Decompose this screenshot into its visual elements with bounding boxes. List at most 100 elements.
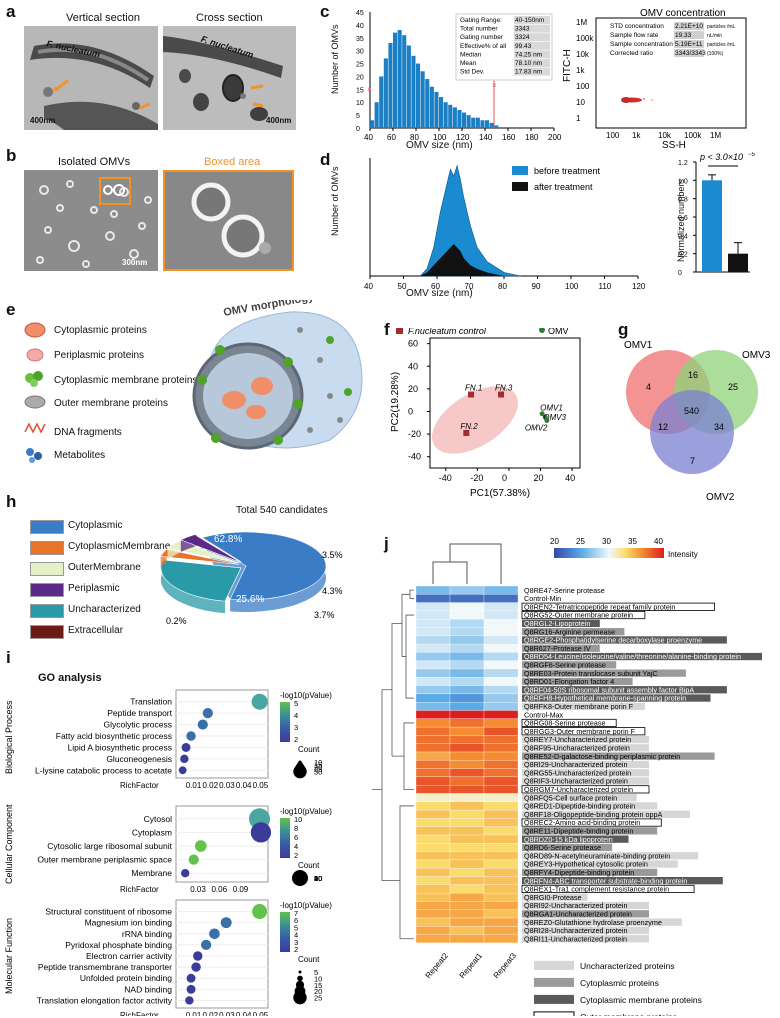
- go-legend-val: 2: [294, 945, 298, 954]
- go-term: Glycolytic process: [104, 720, 173, 730]
- heatmap-cell: [415, 685, 451, 695]
- pca-ytick: -40: [408, 452, 421, 462]
- hist-c-bar: [443, 102, 448, 128]
- pca-ylabel: PC2(19.28%): [390, 372, 401, 432]
- e-legend-0: Cytoplasmic proteins: [54, 325, 147, 336]
- hist-c-ytick: 40: [356, 23, 364, 30]
- pie-slice: [194, 533, 242, 563]
- heatmap-cell: [415, 743, 451, 753]
- bar-ytick: 0.2: [678, 252, 688, 259]
- heatmap-cell: [483, 892, 519, 902]
- heatmap-cell: [449, 610, 485, 620]
- heatmap-cell: [449, 743, 485, 753]
- go-term: Translation: [130, 697, 172, 707]
- heatmap-cell: [483, 760, 519, 769]
- pca-point-omv: [539, 411, 545, 417]
- fitc-ytick: 1: [576, 114, 581, 123]
- go-dot: [202, 708, 213, 719]
- area-after-treatment: [420, 243, 521, 276]
- hist-c-bar: [406, 45, 411, 129]
- stat-value: 3343: [515, 26, 530, 33]
- pie-legend-label: OuterMembrane: [68, 562, 141, 573]
- heatmap-row-label: Q8RF18-Oligopeptide-binding protein oppA: [524, 810, 662, 819]
- tem-vertical-image: [24, 26, 158, 130]
- go-richfactor-label: RichFactor: [120, 781, 159, 790]
- heatmap-row-label: Q8REC2-Amino acid-binding protein: [524, 818, 640, 827]
- go-count-val: 25: [314, 994, 322, 1003]
- venn-diagram: OMV1 OMV3 OMV2 4 16 25 540 12 34 7: [624, 340, 771, 503]
- conc-key: Corrected ratio: [610, 50, 653, 57]
- go-xtick: 0.01: [186, 1011, 202, 1016]
- heatmap-cell: [415, 768, 451, 778]
- scale-bar-a2: 400nm: [266, 116, 292, 125]
- conc-value: 5.19E+11: [675, 41, 703, 48]
- pie-label-cytomembrane: 3.5%: [322, 550, 343, 560]
- panel-h-label: h: [6, 492, 17, 511]
- heatmap-cell: [483, 884, 519, 894]
- fitc-ytick: 10k: [576, 50, 590, 59]
- heatmap-cell: [449, 685, 485, 695]
- pie-chart: 62.8% 25.6% 3.5% 4.3% 3.7% 0.2%: [160, 531, 343, 626]
- stat-value: 3324: [515, 34, 530, 41]
- hist-c-bar: [457, 109, 462, 128]
- heatmap-row-label: Q8RI92-Uncharacterized protein: [524, 901, 627, 910]
- hist-c-ylabel: Number of OMVs: [330, 24, 340, 94]
- legend-control-text: F.nucleatum control: [408, 328, 487, 336]
- hist-c-ytick: 0: [356, 126, 360, 133]
- legend-control-marker: [396, 328, 403, 334]
- go-count-val: 10: [314, 758, 322, 767]
- go-count-val: 60: [314, 874, 322, 883]
- heatmap-cell: [483, 909, 519, 919]
- heatmap-row-label: Q8RG52-Outer membrane protein: [524, 611, 633, 620]
- stat-key: Effective% of all: [460, 43, 507, 50]
- heatmap-col-label: Repeat2: [424, 951, 451, 980]
- heatmap-row-label: Q8RGI0-Protease: [524, 893, 582, 902]
- stat-key: Gating number: [460, 34, 504, 41]
- heatmap-row-label: Q8RI29-Uncharacterized protein: [524, 760, 627, 769]
- stat-value: 40-150nm: [515, 17, 544, 24]
- go-dot: [188, 854, 199, 865]
- heatmap-cell: [449, 892, 485, 902]
- hist-c-ytick: 30: [356, 49, 364, 56]
- hist-c-bar: [420, 71, 425, 128]
- pca-xtick: 20: [534, 473, 544, 483]
- hist-c-xtick: 120: [456, 133, 470, 142]
- pca-point-control: [468, 391, 475, 398]
- pie-label-periplasmic: 3.7%: [314, 610, 335, 620]
- metabolite-icon: [26, 448, 42, 463]
- fitc-dots: [621, 97, 653, 103]
- heatmap-cell: [449, 710, 485, 719]
- panel-b-label: b: [6, 146, 17, 165]
- go-xtick: 0.01: [186, 781, 202, 790]
- heatmap-cell: [449, 660, 485, 670]
- go-richfactor-label: RichFactor: [120, 1011, 159, 1016]
- go-dot: [250, 822, 272, 843]
- heatmap-row-label: Q8RG08-Serine protease: [524, 719, 606, 728]
- hist-d-xtick: 80: [498, 282, 507, 291]
- heatmap-cell: [415, 594, 451, 603]
- go-term: Peptide transport: [107, 708, 172, 718]
- panel-j-label: j: [384, 534, 389, 553]
- heatmap-cell: [483, 718, 519, 728]
- hist-c-ytick: 15: [356, 87, 364, 94]
- panel-a-label: a: [6, 2, 16, 21]
- legend-after-text: after treatment: [534, 182, 593, 192]
- heatmap-cell: [415, 677, 451, 686]
- heatmap-cell: [415, 660, 451, 670]
- go-legend-val: 6: [294, 833, 298, 842]
- pie-legend-label: CytoplasmicMembrane: [68, 541, 171, 552]
- heatmap-cell: [415, 834, 451, 844]
- go-term: Electron carrier activity: [86, 951, 173, 961]
- e-legend-5: Metabolites: [54, 450, 106, 461]
- heatmap-cell: [449, 760, 485, 769]
- pca-xtick: 40: [565, 473, 575, 483]
- hist-d-xtick: 90: [532, 282, 541, 291]
- hist-d-xtick: 70: [465, 282, 474, 291]
- go-term: rRNA binding: [122, 929, 172, 939]
- go-term: Lipid A biosynthetic process: [68, 742, 172, 752]
- heatmap-row-label: Q8RE47-Serine protease: [524, 586, 605, 595]
- omv-concentration-title: OMV concentration: [640, 8, 726, 19]
- go-legend-title: -log10(pValue): [280, 901, 332, 910]
- fitc-xtick: 10k: [658, 131, 672, 140]
- legend-omv-marker: [539, 328, 545, 333]
